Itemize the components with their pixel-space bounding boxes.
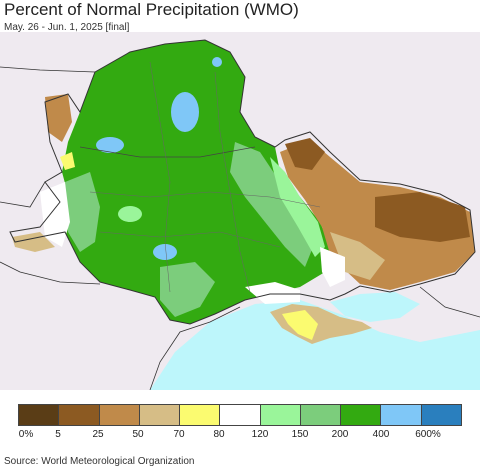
light-green-south: [160, 262, 215, 317]
ukraine-border: [9, 39, 476, 325]
pale-green-east: [270, 157, 325, 257]
legend-swatch-3: [139, 405, 181, 425]
coastline-south: [149, 306, 241, 390]
crimea-yellow: [282, 310, 318, 340]
blue-spot-south: [153, 244, 177, 260]
legend-swatch-8: [341, 405, 382, 425]
country-border-south: [0, 261, 101, 285]
white-patch-southwest: [40, 182, 70, 247]
legend-swatch-10: [421, 405, 461, 425]
pale-spot-center: [118, 206, 142, 222]
legend-swatch-5: [220, 405, 261, 425]
country-border-southeast: [419, 286, 480, 318]
legend-label-6: 120: [251, 429, 269, 440]
map-subtitle: May. 26 - Jun. 1, 2025 [final]: [4, 22, 130, 33]
region-border-2: [149, 61, 171, 293]
legend-color-bar: [18, 404, 462, 426]
legend-label-0: 0%: [18, 429, 34, 440]
ukraine-green-region: [62, 40, 330, 324]
region-border-5: [214, 71, 251, 293]
source-credit: Source: World Meteorological Organizatio…: [4, 456, 195, 467]
legend-label-5: 80: [213, 429, 225, 440]
white-patch-east: [320, 247, 345, 287]
blue-spot-north: [171, 92, 199, 132]
yellow-spot-west: [60, 152, 75, 170]
blue-spot-west: [96, 137, 124, 153]
country-border-west: [0, 181, 46, 208]
dry-patch-southwest: [12, 232, 55, 252]
legend-labels: 0% 5 25 50 70 80 120 150 200 400 600%: [0, 429, 480, 443]
legend-label-10: 600%: [415, 429, 441, 440]
country-border-north: [0, 66, 96, 73]
legend-label-1: 5: [55, 429, 61, 440]
legend-swatch-7: [300, 405, 342, 425]
legend-swatch-2: [99, 405, 140, 425]
very-dry-north: [285, 138, 325, 170]
legend-swatch-6: [260, 405, 301, 425]
blue-spot-small: [212, 57, 222, 67]
light-green-east: [230, 142, 315, 267]
azov-sea: [330, 292, 420, 322]
legend-label-7: 150: [291, 429, 309, 440]
legend-label-4: 70: [173, 429, 185, 440]
legend-label-2: 25: [92, 429, 104, 440]
legend-swatch-1: [59, 405, 100, 425]
region-border-1: [79, 146, 256, 158]
map-title: Percent of Normal Precipitation (WMO): [4, 0, 299, 19]
legend-label-9: 400: [372, 429, 390, 440]
dry-patch-west: [45, 94, 72, 142]
black-sea: [150, 300, 480, 390]
legend-swatch-4: [180, 405, 221, 425]
precipitation-map: [0, 32, 480, 390]
legend-swatch-0: [19, 405, 60, 425]
legend-swatch-9: [381, 405, 422, 425]
region-border-3: [89, 191, 321, 208]
white-patch-south: [245, 282, 300, 304]
legend-label-8: 200: [331, 429, 349, 440]
legend-label-3: 50: [132, 429, 144, 440]
very-dry-east: [375, 192, 470, 242]
region-border-4: [99, 231, 281, 248]
